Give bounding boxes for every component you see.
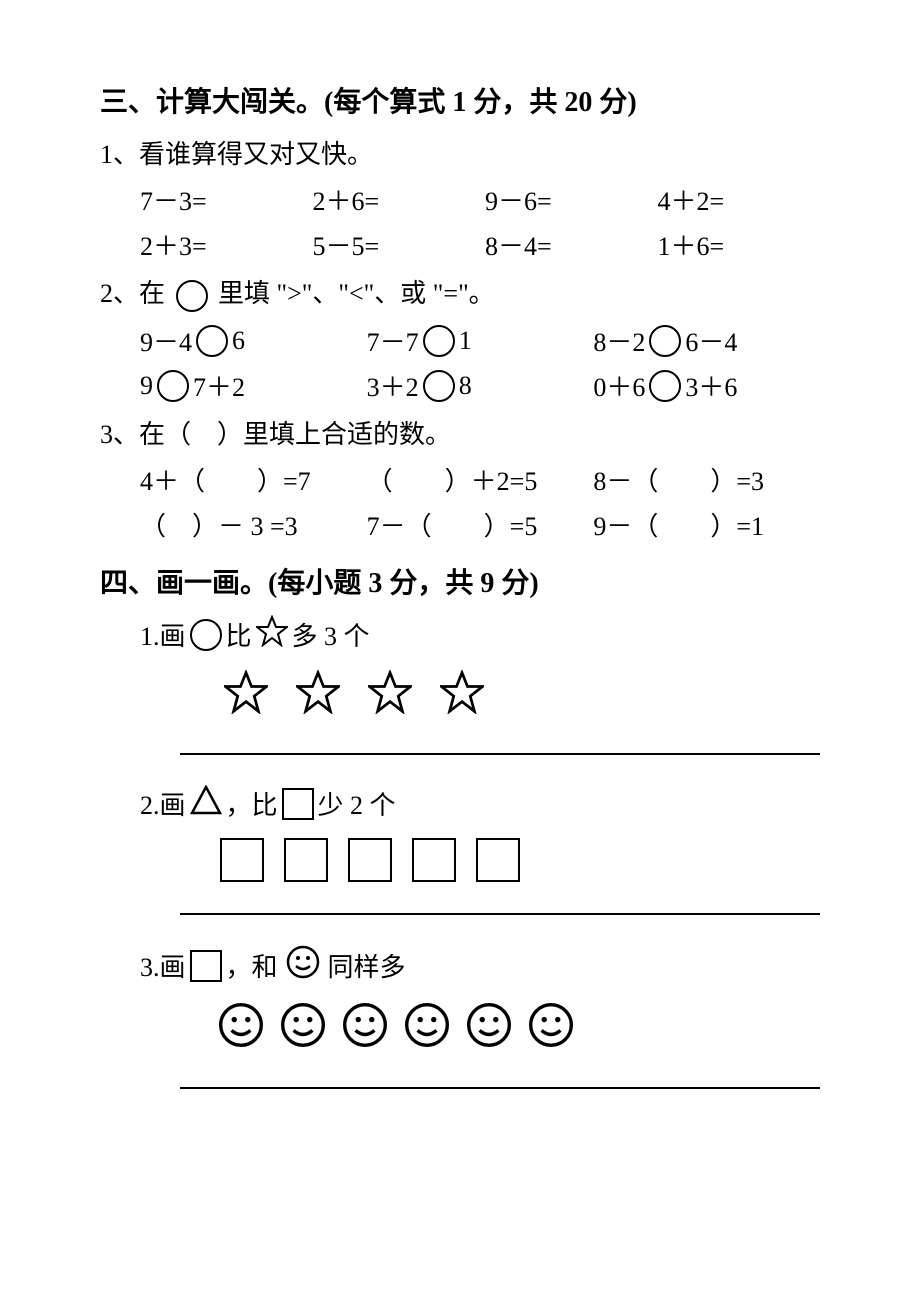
square-icon bbox=[284, 838, 328, 882]
expr: 7－3= bbox=[140, 181, 303, 218]
left: 9 bbox=[140, 371, 153, 401]
smiley-icon bbox=[280, 1002, 326, 1056]
smiley-icon bbox=[218, 1002, 264, 1056]
q3-2-title: 2、在 里填 ">"、"<"、或 "="。 bbox=[100, 273, 820, 312]
expr: （ ）＋2=5 bbox=[367, 461, 594, 498]
smiley-icon bbox=[286, 945, 320, 986]
q3-1-row1: 7－3= 2＋6= 9－6= 4＋2= bbox=[140, 181, 820, 218]
star-icon bbox=[440, 670, 484, 722]
q4-3-smileys bbox=[210, 1002, 820, 1056]
expr: 8－4= bbox=[485, 226, 648, 263]
q3-3-row1: 4＋（ ）=7 （ ）＋2=5 8－（ ）=3 bbox=[140, 461, 820, 498]
smiley-icon bbox=[404, 1002, 450, 1056]
answer-line bbox=[180, 752, 820, 755]
q4-3-line: 3.画 ，和 同样多 bbox=[140, 945, 820, 986]
expr: 1＋6= bbox=[658, 226, 821, 263]
right: 6－4 bbox=[685, 322, 737, 359]
section4-heading: 四、画一画。(每小题 3 分，共 9 分) bbox=[100, 561, 820, 601]
compare: 9 7＋2 bbox=[140, 367, 367, 404]
smiley-icon bbox=[528, 1002, 574, 1056]
right: 7＋2 bbox=[193, 367, 245, 404]
smiley-icon bbox=[342, 1002, 388, 1056]
q4-2-squares bbox=[210, 838, 820, 882]
expr: 4＋2= bbox=[658, 181, 821, 218]
q4-1-pre: 1.画 bbox=[140, 616, 186, 653]
right: 8 bbox=[459, 371, 472, 401]
expr: 7－（ ）=5 bbox=[367, 506, 594, 543]
q3-2-row2: 9 7＋2 3＋2 8 0＋6 3＋6 bbox=[140, 367, 820, 404]
answer-line bbox=[180, 912, 820, 915]
q4-1-post: 多 3 个 bbox=[292, 616, 370, 653]
q3-3-title: 3、在（ ）里填上合适的数。 bbox=[100, 414, 820, 451]
left: 7－7 bbox=[367, 322, 419, 359]
star-icon bbox=[296, 670, 340, 722]
expr: 8－（ ）=3 bbox=[593, 461, 820, 498]
square-icon bbox=[348, 838, 392, 882]
expr: 2＋3= bbox=[140, 226, 303, 263]
right: 1 bbox=[459, 326, 472, 356]
expr: 5－5= bbox=[313, 226, 476, 263]
circle-icon bbox=[157, 370, 189, 402]
q4-3-post: 同样多 bbox=[328, 947, 406, 984]
q4-2-mid: ，比 bbox=[226, 785, 278, 822]
circle-icon bbox=[649, 370, 681, 402]
q4-1-mid: 比 bbox=[226, 616, 252, 653]
left: 3＋2 bbox=[367, 367, 419, 404]
expr: （ ）－ 3 =3 bbox=[140, 506, 367, 543]
q4-1-stars bbox=[210, 670, 820, 722]
square-icon bbox=[282, 788, 314, 820]
circle-icon bbox=[176, 280, 208, 312]
q3-3-row2: （ ）－ 3 =3 7－（ ）=5 9－（ ）=1 bbox=[140, 506, 820, 543]
compare: 3＋2 8 bbox=[367, 367, 594, 404]
q4-2-line: 2.画 ，比 少 2 个 bbox=[140, 785, 820, 822]
q3-2-post: 里填 ">"、"<"、或 "="。 bbox=[218, 279, 495, 308]
smiley-icon bbox=[466, 1002, 512, 1056]
expr: 9－6= bbox=[485, 181, 648, 218]
q4-2-pre: 2.画 bbox=[140, 785, 186, 822]
compare: 0＋6 3＋6 bbox=[593, 367, 820, 404]
worksheet-page: 三、计算大闯关。(每个算式 1 分，共 20 分) 1、看谁算得又对又快。 7－… bbox=[0, 0, 920, 1302]
expr: 9－（ ）=1 bbox=[593, 506, 820, 543]
square-icon bbox=[190, 950, 222, 982]
star-icon bbox=[256, 615, 288, 654]
q3-2-pre: 2、在 bbox=[100, 279, 165, 308]
q4-3-pre: 3.画 bbox=[140, 947, 186, 984]
square-icon bbox=[412, 838, 456, 882]
circle-icon bbox=[196, 325, 228, 357]
q3-1-row2: 2＋3= 5－5= 8－4= 1＋6= bbox=[140, 226, 820, 263]
right: 6 bbox=[232, 326, 245, 356]
triangle-icon bbox=[190, 785, 222, 822]
circle-icon bbox=[423, 325, 455, 357]
circle-icon bbox=[423, 370, 455, 402]
section3-heading: 三、计算大闯关。(每个算式 1 分，共 20 分) bbox=[100, 80, 820, 120]
answer-line bbox=[180, 1086, 820, 1089]
star-icon bbox=[368, 670, 412, 722]
q3-2-row1: 9－4 6 7－7 1 8－2 6－4 bbox=[140, 322, 820, 359]
q3-1-title: 1、看谁算得又对又快。 bbox=[100, 134, 820, 171]
square-icon bbox=[220, 838, 264, 882]
square-icon bbox=[476, 838, 520, 882]
q4-3-mid: ，和 bbox=[226, 947, 278, 984]
left: 0＋6 bbox=[593, 367, 645, 404]
q4-2-post: 少 2 个 bbox=[318, 785, 396, 822]
expr: 2＋6= bbox=[313, 181, 476, 218]
compare: 9－4 6 bbox=[140, 322, 367, 359]
circle-icon bbox=[190, 619, 222, 651]
right: 3＋6 bbox=[685, 367, 737, 404]
q4-1-line: 1.画 比 多 3 个 bbox=[140, 615, 820, 654]
left: 9－4 bbox=[140, 322, 192, 359]
compare: 8－2 6－4 bbox=[593, 322, 820, 359]
compare: 7－7 1 bbox=[367, 322, 594, 359]
left: 8－2 bbox=[593, 322, 645, 359]
expr: 4＋（ ）=7 bbox=[140, 461, 367, 498]
star-icon bbox=[224, 670, 268, 722]
circle-icon bbox=[649, 325, 681, 357]
